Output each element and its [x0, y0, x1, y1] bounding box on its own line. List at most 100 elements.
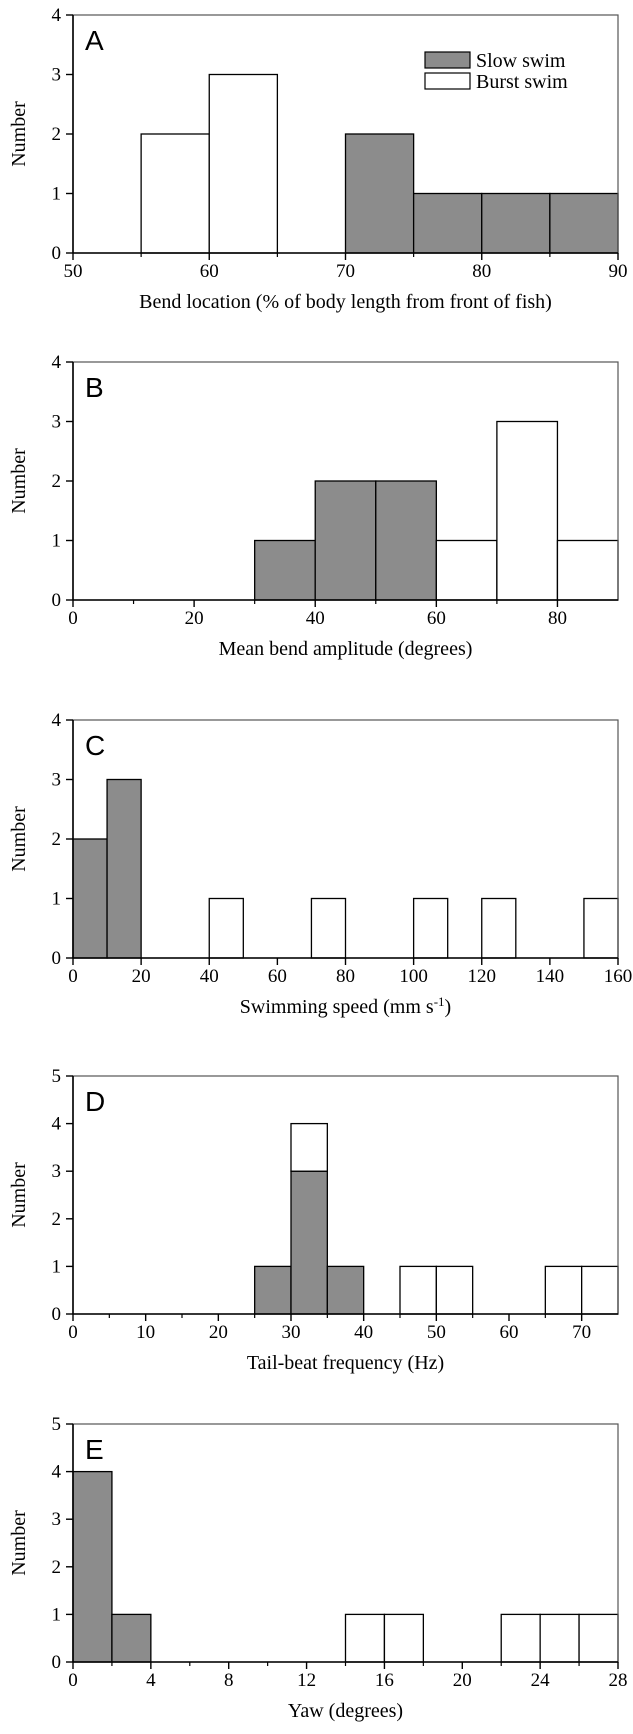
- x-tick-label: 40: [354, 1322, 373, 1343]
- bar-burst-swim: [412, 897, 449, 959]
- bar-burst-swim: [583, 897, 619, 959]
- panel-a: 0 1 2 3 4 50 60 70 80 90 Number Bend location (% of…: [8, 5, 628, 313]
- x-tick-label: 20: [132, 966, 151, 987]
- x-tick-label: 40: [200, 966, 219, 987]
- bar-slow-swim: [290, 1170, 328, 1315]
- x-tick-label: 0: [68, 966, 78, 987]
- x-axis-label: Yaw (degrees): [288, 1700, 403, 1722]
- bar-slow-swim: [106, 778, 142, 959]
- y-tick-label: 3: [52, 65, 62, 86]
- x-tick-label: 70: [336, 261, 355, 282]
- x-axis-label: Tail-beat frequency (Hz): [247, 1352, 444, 1374]
- bar-slow-swim: [549, 192, 619, 254]
- panel-letter: B: [85, 372, 104, 403]
- y-axis-label: Number: [8, 806, 30, 872]
- y-tick-label: 3: [52, 412, 62, 433]
- x-tick-label: 160: [604, 966, 633, 987]
- bar-burst-swim: [481, 897, 517, 959]
- x-tick-label: 80: [472, 261, 491, 282]
- x-tick-label: 20: [209, 1322, 228, 1343]
- y-tick-label: 2: [52, 471, 62, 492]
- bar-slow-swim: [375, 480, 437, 601]
- bar-slow-swim: [72, 838, 108, 959]
- y-tick-label: 0: [52, 243, 62, 264]
- y-tick-label: 1: [52, 184, 62, 205]
- bar-burst-swim: [556, 539, 619, 601]
- x-tick-label: 40: [306, 608, 325, 629]
- panel-letter: A: [85, 25, 104, 56]
- bar-burst-swim: [539, 1613, 580, 1663]
- x-tick-label: 16: [375, 1670, 394, 1691]
- bar-slow-swim: [412, 192, 483, 254]
- bar-slow-swim: [111, 1613, 152, 1663]
- panel-letter: D: [85, 1086, 105, 1117]
- bar-burst-swim: [435, 539, 498, 601]
- x-tick-label: 30: [282, 1322, 301, 1343]
- bar-burst-swim: [578, 1613, 619, 1663]
- bar-slow-swim: [344, 133, 415, 254]
- y-tick-label: 4: [52, 1462, 62, 1483]
- y-tick-label: 1: [52, 1604, 62, 1625]
- x-tick-label: 8: [224, 1670, 234, 1691]
- legend-swatch-burst-swim: [424, 72, 471, 90]
- y-tick-label: 1: [52, 1256, 62, 1277]
- bar-burst-swim: [310, 897, 347, 959]
- y-axis-label: Number: [8, 1162, 30, 1228]
- y-tick-label: 0: [52, 590, 62, 611]
- bar-burst-swim: [383, 1613, 425, 1663]
- y-tick-label: 2: [52, 1557, 62, 1578]
- y-tick-label: 0: [52, 1304, 62, 1325]
- y-tick-label: 2: [52, 124, 62, 145]
- x-tick-label: 50: [64, 261, 83, 282]
- x-tick-label: 60: [200, 261, 219, 282]
- y-tick-label: 4: [52, 5, 62, 26]
- y-tick-label: 4: [52, 352, 62, 373]
- x-tick-label: 60: [500, 1322, 519, 1343]
- bar-burst-swim: [344, 1613, 386, 1663]
- bar-slow-swim: [72, 1470, 113, 1663]
- panel-letter: C: [85, 730, 105, 761]
- legend-swatch-slow-swim: [424, 51, 471, 69]
- y-tick-label: 4: [52, 710, 62, 731]
- bar-burst-swim: [435, 1265, 474, 1315]
- y-axis-label: Number: [8, 1510, 30, 1576]
- x-tick-label: 90: [609, 261, 628, 282]
- y-tick-label: 3: [52, 1161, 62, 1182]
- x-tick-label: 0: [68, 608, 78, 629]
- bar-burst-swim: [544, 1265, 583, 1315]
- x-tick-label: 10: [136, 1322, 155, 1343]
- x-tick-label: 80: [548, 608, 567, 629]
- x-tick-label: 20: [453, 1670, 472, 1691]
- y-tick-label: 4: [52, 1114, 62, 1135]
- y-axis-label: Number: [8, 101, 30, 167]
- bar-burst-swim: [140, 133, 210, 254]
- x-tick-label: 20: [185, 608, 204, 629]
- x-tick-label: 70: [572, 1322, 591, 1343]
- y-tick-label: 5: [52, 1414, 62, 1435]
- bar-slow-swim: [254, 539, 316, 601]
- y-tick-label: 0: [52, 948, 62, 969]
- x-tick-label: 60: [427, 608, 446, 629]
- x-tick-label: 80: [336, 966, 355, 987]
- x-tick-label: 0: [68, 1322, 78, 1343]
- x-tick-label: 120: [468, 966, 497, 987]
- bar-slow-swim: [481, 192, 551, 254]
- y-tick-label: 1: [52, 889, 62, 910]
- x-tick-label: 0: [68, 1670, 78, 1691]
- y-axis-label: Number: [8, 448, 30, 514]
- bar-burst-swim: [500, 1613, 541, 1663]
- bar-slow-swim: [254, 1265, 292, 1315]
- bar-burst-swim: [581, 1265, 619, 1315]
- x-tick-label: 140: [536, 966, 565, 987]
- bar-burst-swim: [208, 73, 279, 254]
- y-tick-label: 1: [52, 531, 62, 552]
- y-tick-label: 5: [52, 1066, 62, 1087]
- bar-burst-swim: [399, 1265, 437, 1315]
- x-tick-label: 4: [146, 1670, 156, 1691]
- x-tick-label: 50: [427, 1322, 446, 1343]
- y-tick-label: 3: [52, 770, 62, 791]
